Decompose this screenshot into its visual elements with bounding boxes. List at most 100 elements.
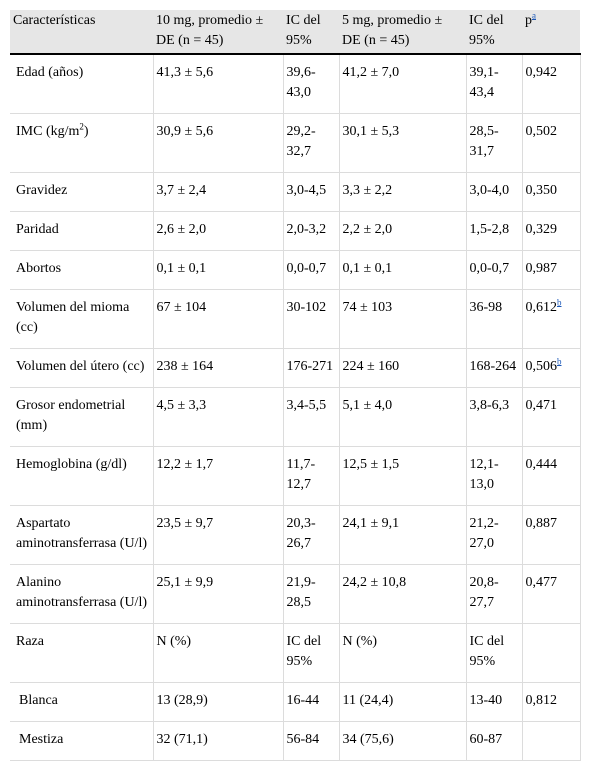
ci-10mg: 16-44 xyxy=(283,682,340,722)
row-label: Paridad xyxy=(10,211,154,251)
table-row: Aspartato aminotransferrasa (U/l) 23,5 ± … xyxy=(10,505,581,565)
ci-10mg: IC del 95% xyxy=(283,623,340,683)
p-value-text: 0,612 xyxy=(525,300,558,315)
header-row: Características 10 mg, promedio ± DE (n … xyxy=(10,10,580,55)
value-10mg: N (%) xyxy=(153,623,284,683)
row-label-text: Aspartato aminotransferrasa (U/l) xyxy=(16,516,147,551)
row-label: Aspartato aminotransferrasa (U/l) xyxy=(10,505,154,565)
p-value: 0,612b xyxy=(522,289,581,349)
header-p-label: p xyxy=(525,13,532,28)
ci-10mg: 30-102 xyxy=(283,289,340,349)
p-value-text: 0,444 xyxy=(525,457,558,472)
row-label: Blanca xyxy=(10,682,154,722)
row-label-text: Alanino aminotransferrasa (U/l) xyxy=(16,575,147,610)
p-value: 0,471 xyxy=(522,387,581,447)
p-value-text: 0,471 xyxy=(525,398,558,413)
p-value: 0,942 xyxy=(522,54,581,114)
value-10mg: 32 (71,1) xyxy=(153,721,284,761)
value-5mg: 74 ± 103 xyxy=(339,289,467,349)
table-row: Paridad 2,6 ± 2,0 2,0-3,2 2,2 ± 2,0 1,5-2,8 0… xyxy=(10,211,581,251)
characteristics-table: Características 10 mg, promedio ± DE (n … xyxy=(10,10,581,761)
ci-10mg: 176-271 xyxy=(283,348,340,388)
p-value: 0,887 xyxy=(522,505,581,565)
row-label-text: Raza xyxy=(16,634,44,649)
ci-10mg: 39,6-43,0 xyxy=(283,54,340,114)
value-5mg: 41,2 ± 7,0 xyxy=(339,54,467,114)
value-10mg: 3,7 ± 2,4 xyxy=(153,172,284,212)
value-10mg: 238 ± 164 xyxy=(153,348,284,388)
row-label-text: Abortos xyxy=(16,261,62,276)
header-ci-10mg: IC del 95% xyxy=(283,10,339,55)
table-row: Alanino aminotransferrasa (U/l) 25,1 ± 9,… xyxy=(10,564,581,624)
header-ci-5mg: IC del 95% xyxy=(466,10,522,55)
ci-5mg: 168-264 xyxy=(466,348,523,388)
value-10mg: 12,2 ± 1,7 xyxy=(153,446,284,506)
p-value: 0,477 xyxy=(522,564,581,624)
ci-10mg: 3,0-4,5 xyxy=(283,172,340,212)
row-label-superscript: 2 xyxy=(79,121,84,132)
p-value: 0,506b xyxy=(522,348,581,388)
p-value-text: 0,942 xyxy=(525,65,558,80)
ci-10mg: 11,7-12,7 xyxy=(283,446,340,506)
footnote-link-a[interactable]: a xyxy=(532,10,536,21)
p-value-text: 0,477 xyxy=(525,575,558,590)
table-row: Hemoglobina (g/dl) 12,2 ± 1,7 11,7-12,7 12,… xyxy=(10,446,581,506)
table-header: Características 10 mg, promedio ± DE (n … xyxy=(10,10,580,55)
row-label-text: Gravidez xyxy=(16,183,68,198)
row-label: Raza xyxy=(10,623,154,683)
value-10mg: 30,9 ± 5,6 xyxy=(153,113,284,173)
table-row: Mestiza 32 (71,1) 56-84 34 (75,6) 60-87 xyxy=(10,721,581,761)
row-label: Mestiza xyxy=(10,721,154,761)
footnote-link[interactable]: b xyxy=(557,356,562,367)
row-label-tail: ) xyxy=(83,124,89,139)
ci-5mg: 3,0-4,0 xyxy=(466,172,523,212)
header-characteristics: Características xyxy=(10,10,153,55)
table-row: Blanca 13 (28,9) 16-44 11 (24,4) 13-40 0,812 xyxy=(10,682,581,722)
ci-10mg: 56-84 xyxy=(283,721,340,761)
p-value-text: 0,329 xyxy=(525,222,558,237)
ci-10mg: 2,0-3,2 xyxy=(283,211,340,251)
p-value: 0,987 xyxy=(522,250,581,290)
p-value: 0,444 xyxy=(522,446,581,506)
p-value-text: 0,887 xyxy=(525,516,558,531)
value-10mg: 0,1 ± 0,1 xyxy=(153,250,284,290)
table-row: Volumen del útero (cc) 238 ± 164 176-271 22… xyxy=(10,348,581,388)
table-row: Abortos 0,1 ± 0,1 0,0-0,7 0,1 ± 0,1 0,0-0,7 0… xyxy=(10,250,581,290)
row-label-text: Volumen del útero (cc) xyxy=(16,359,145,374)
row-label-text: Edad (años) xyxy=(16,65,84,80)
value-10mg: 25,1 ± 9,9 xyxy=(153,564,284,624)
table-row: Raza N (%) IC del 95% N (%) IC del 95% xyxy=(10,623,581,683)
row-label-text: Mestiza xyxy=(19,732,64,747)
value-5mg: 224 ± 160 xyxy=(339,348,467,388)
p-value-text: 0,987 xyxy=(525,261,558,276)
ci-5mg: 0,0-0,7 xyxy=(466,250,523,290)
ci-5mg: 39,1-43,4 xyxy=(466,54,523,114)
value-5mg: 0,1 ± 0,1 xyxy=(339,250,467,290)
row-label: Abortos xyxy=(10,250,154,290)
ci-5mg: 20,8-27,7 xyxy=(466,564,523,624)
row-label: Hemoglobina (g/dl) xyxy=(10,446,154,506)
row-label: Volumen del mioma (cc) xyxy=(10,289,154,349)
row-label: Volumen del útero (cc) xyxy=(10,348,154,388)
table-row: Grosor endometrial (mm) 4,5 ± 3,3 3,4-5,5 5… xyxy=(10,387,581,447)
value-5mg: 2,2 ± 2,0 xyxy=(339,211,467,251)
row-label: IMC (kg/m2) xyxy=(10,113,154,173)
row-label: Gravidez xyxy=(10,172,154,212)
p-value: 0,329 xyxy=(522,211,581,251)
footnote-link[interactable]: b xyxy=(557,297,562,308)
p-value xyxy=(522,721,581,761)
ci-5mg: 13-40 xyxy=(466,682,523,722)
value-10mg: 4,5 ± 3,3 xyxy=(153,387,284,447)
value-5mg: 11 (24,4) xyxy=(339,682,467,722)
value-5mg: 24,2 ± 10,8 xyxy=(339,564,467,624)
row-label: Alanino aminotransferrasa (U/l) xyxy=(10,564,154,624)
p-value-text: 0,350 xyxy=(525,183,558,198)
ci-5mg: 21,2-27,0 xyxy=(466,505,523,565)
ci-5mg: 12,1-13,0 xyxy=(466,446,523,506)
value-5mg: N (%) xyxy=(339,623,467,683)
ci-10mg: 20,3-26,7 xyxy=(283,505,340,565)
value-10mg: 13 (28,9) xyxy=(153,682,284,722)
row-label: Grosor endometrial (mm) xyxy=(10,387,154,447)
p-value: 0,812 xyxy=(522,682,581,722)
value-10mg: 2,6 ± 2,0 xyxy=(153,211,284,251)
